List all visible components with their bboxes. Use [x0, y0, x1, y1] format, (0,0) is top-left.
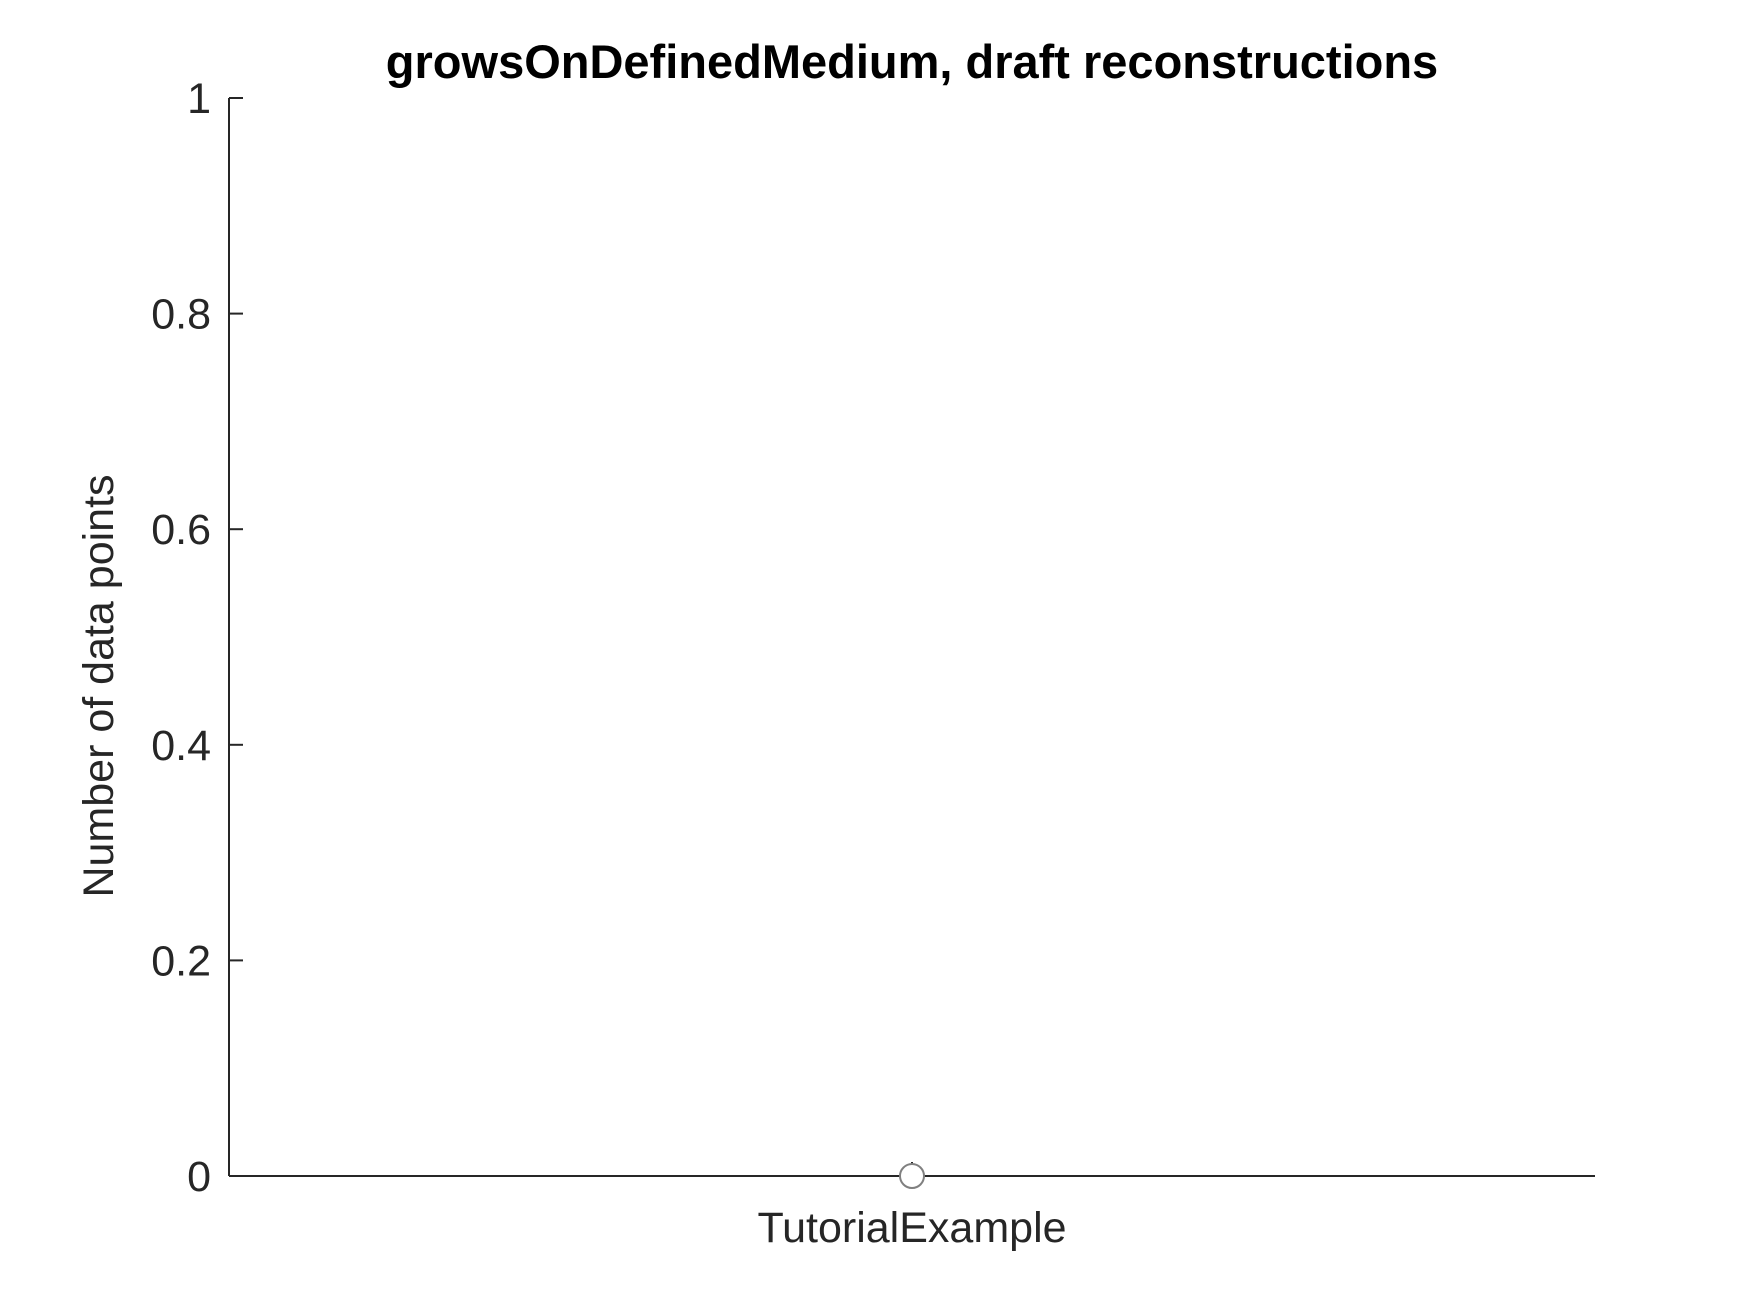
data-points — [899, 1163, 925, 1189]
y-tick-label: 1 — [187, 75, 211, 123]
y-axis-label: Number of data points — [75, 474, 123, 897]
y-ticks: 0 0.2 0.4 0.6 0.8 1 — [151, 75, 243, 1201]
x-tick-label: TutorialExample — [757, 1204, 1066, 1252]
y-tick-label: 0.6 — [151, 506, 211, 554]
y-tick-label: 0.8 — [151, 291, 211, 339]
data-point — [899, 1163, 925, 1189]
y-tick-label: 0.4 — [151, 722, 211, 770]
y-tick-label: 0 — [187, 1153, 211, 1201]
axes — [228, 98, 1595, 1177]
chart-title: growsOnDefinedMedium, draft reconstructi… — [386, 35, 1438, 88]
y-tick-label: 0.2 — [151, 937, 211, 985]
x-ticks: TutorialExample — [757, 1162, 1067, 1252]
